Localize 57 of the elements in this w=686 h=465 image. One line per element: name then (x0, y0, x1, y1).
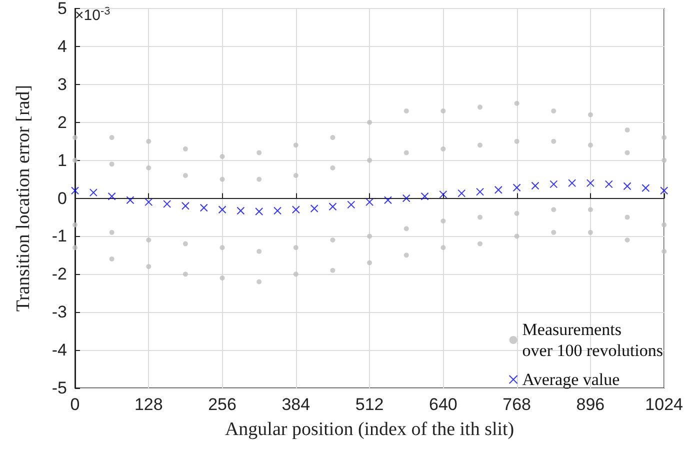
point (126, 196, 134, 204)
y-axis-title: Transition location error [rad] (13, 84, 34, 312)
y-tick-label: -1 (52, 226, 67, 246)
point (292, 206, 300, 214)
point (568, 179, 576, 188)
x-tick-label: 640 (428, 395, 458, 414)
point (71, 186, 79, 195)
y-tick-label: -2 (52, 264, 67, 284)
point (384, 196, 392, 204)
legend-label: Average value (522, 370, 620, 389)
x-tick-label: 768 (502, 395, 532, 414)
y-tick-label: -5 (52, 378, 67, 398)
x-tick-label: 1024 (645, 395, 684, 414)
point (402, 194, 410, 202)
y-tick-label: -4 (52, 340, 67, 360)
y-tick-label: -3 (52, 302, 67, 322)
point (623, 182, 632, 190)
y-tick-label: 2 (58, 112, 67, 132)
point (439, 190, 448, 198)
point (586, 179, 594, 188)
point (255, 208, 264, 216)
point (181, 202, 190, 210)
point (476, 188, 484, 196)
point (89, 188, 98, 197)
point (531, 182, 540, 190)
point (108, 192, 116, 200)
point (366, 198, 374, 206)
x-tick-label: 0 (70, 395, 80, 414)
point (458, 189, 466, 198)
x-tick-label: 384 (282, 395, 310, 414)
y-tick-label: 0 (58, 188, 67, 208)
point (144, 198, 153, 206)
y-tick-label: 5 (58, 0, 67, 18)
x-tick-label: 256 (208, 395, 236, 414)
point (328, 202, 337, 211)
point (274, 206, 282, 215)
point (494, 186, 502, 194)
point (347, 200, 356, 209)
x-tick-label: 896 (576, 395, 605, 414)
point (310, 204, 318, 212)
point (218, 206, 226, 214)
y-tick-label: 1 (58, 150, 67, 170)
point (236, 206, 245, 215)
legend-label: Measurements over 100 revolutions (522, 320, 664, 360)
point (604, 180, 613, 188)
x-tick-label: 128 (134, 395, 163, 414)
x-tick-label: 512 (355, 395, 384, 414)
point (660, 186, 668, 195)
y-tick-label: 3 (58, 74, 67, 94)
x-axis-title: Angular position (index of the ith slit) (224, 419, 514, 440)
point (420, 192, 429, 200)
y-tick-label: 4 (58, 36, 67, 56)
point (512, 184, 521, 192)
point (550, 180, 558, 188)
point (642, 184, 650, 192)
point (200, 204, 208, 212)
point (163, 200, 172, 208)
